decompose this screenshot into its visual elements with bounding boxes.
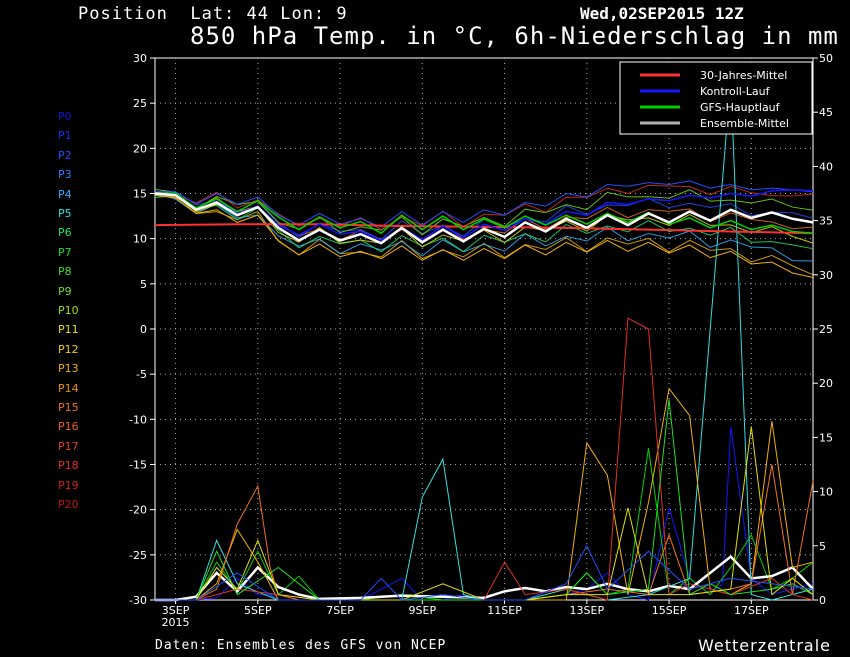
y-tick-label-right: 5 — [819, 540, 826, 553]
member-label-p5: P5 — [58, 207, 72, 220]
y-tick-label-left: -15 — [129, 459, 147, 472]
member-label-p0: P0 — [58, 110, 72, 123]
y-tick-label-left: 30 — [133, 52, 147, 65]
y-tick-label-left: 25 — [133, 97, 147, 110]
y-tick-label-left: -25 — [129, 549, 147, 562]
temp-line — [154, 192, 814, 245]
spread-upper-line — [155, 180, 814, 228]
y-tick-label-left: 15 — [133, 188, 147, 201]
member-label-p14: P14 — [58, 381, 79, 395]
temp-line — [154, 223, 814, 235]
member-label-p9: P9 — [58, 284, 72, 298]
x-tick-sublabel: 2015 — [162, 616, 190, 629]
y-tick-label-right: 20 — [819, 377, 833, 390]
precip-line — [155, 544, 814, 601]
y-tick-label-right: 15 — [819, 431, 833, 444]
y-tick-label-right: 10 — [819, 486, 833, 499]
x-tick-label: 17SEP — [734, 604, 769, 617]
y-tick-label-right: 30 — [819, 269, 833, 282]
position-label: Position Lat: 44 Lon: 9 — [78, 4, 348, 24]
member-label-p20: P20 — [58, 498, 79, 511]
member-label-p11: P11 — [58, 323, 79, 337]
member-label-p1: P1 — [58, 129, 72, 143]
legend-label: 30-Jahres-Mittel — [700, 69, 787, 82]
brand-label: Wetterzentrale — [698, 636, 832, 655]
x-tick-label: 3SEP — [162, 604, 190, 617]
precip-line — [155, 399, 814, 601]
data-source: Daten: Ensembles des GFS von NCEP — [155, 638, 447, 653]
member-label-p4: P4 — [58, 187, 72, 201]
run-date: Wed,02SEP2015 12Z — [580, 4, 744, 23]
member-label-p3: P3 — [58, 168, 72, 182]
y-tick-label-left: -5 — [136, 368, 147, 381]
y-tick-label-right: 40 — [819, 160, 833, 173]
plot-area: -30 -25 -20 -15 -10 -5 0 5 10 15 20 25 30 0 5 10 15 20 25 3… — [129, 52, 833, 629]
y-tick-label-left: -10 — [129, 413, 147, 426]
chart-title: 850 hPa Temp. in °C, 6h-Niederschlag in … — [190, 22, 839, 50]
member-label-p17: P17 — [58, 439, 79, 453]
member-label-p13: P13 — [58, 362, 79, 376]
legend-label: Kontroll-Lauf — [700, 85, 771, 98]
temp-line — [155, 192, 814, 235]
x-tick-label: 7SEP — [326, 604, 354, 617]
member-label-p19: P19 — [58, 478, 79, 492]
member-label-p7: P7 — [58, 245, 72, 259]
precip-line — [155, 79, 814, 601]
member-label-p6: P6 — [58, 226, 72, 240]
y-tick-label-left: 5 — [140, 278, 147, 291]
x-tick-label: 9SEP — [409, 604, 437, 617]
y-tick-label-left: 10 — [133, 233, 147, 246]
legend-label: Ensemble-Mittel — [700, 117, 789, 130]
ensemble-member-line — [154, 184, 814, 231]
y-tick-label-right: 50 — [819, 52, 833, 65]
member-label-p15: P15 — [58, 401, 79, 414]
legend-label: GFS-Hauptlauf — [700, 101, 781, 114]
member-label-p16: P16 — [58, 420, 79, 434]
x-tick-label: 11SEP — [487, 604, 522, 617]
y-tick-label-right: 35 — [819, 215, 833, 228]
precip-line — [155, 387, 814, 601]
member-label-p18: P18 — [58, 459, 79, 473]
x-tick-label: 15SEP — [652, 604, 687, 617]
x-tick-label: 5SEP — [244, 604, 272, 617]
y-tick-label-right: 0 — [819, 594, 826, 607]
x-tick-label: 13SEP — [570, 604, 605, 617]
y-tick-label-left: 20 — [133, 142, 147, 155]
ensemble-member-line — [154, 191, 814, 262]
y-tick-label-left: -20 — [129, 504, 147, 517]
member-label-p2: P2 — [58, 148, 72, 162]
y-tick-label-left: -30 — [129, 594, 147, 607]
y-tick-label-left: 0 — [140, 323, 147, 336]
member-label-p12: P12 — [58, 342, 79, 356]
y-tick-label-right: 25 — [819, 323, 833, 336]
precip-line — [155, 554, 814, 602]
member-label-p10: P10 — [58, 304, 79, 317]
y-tick-label-right: 45 — [819, 106, 833, 119]
member-label-p8: P8 — [58, 265, 72, 279]
